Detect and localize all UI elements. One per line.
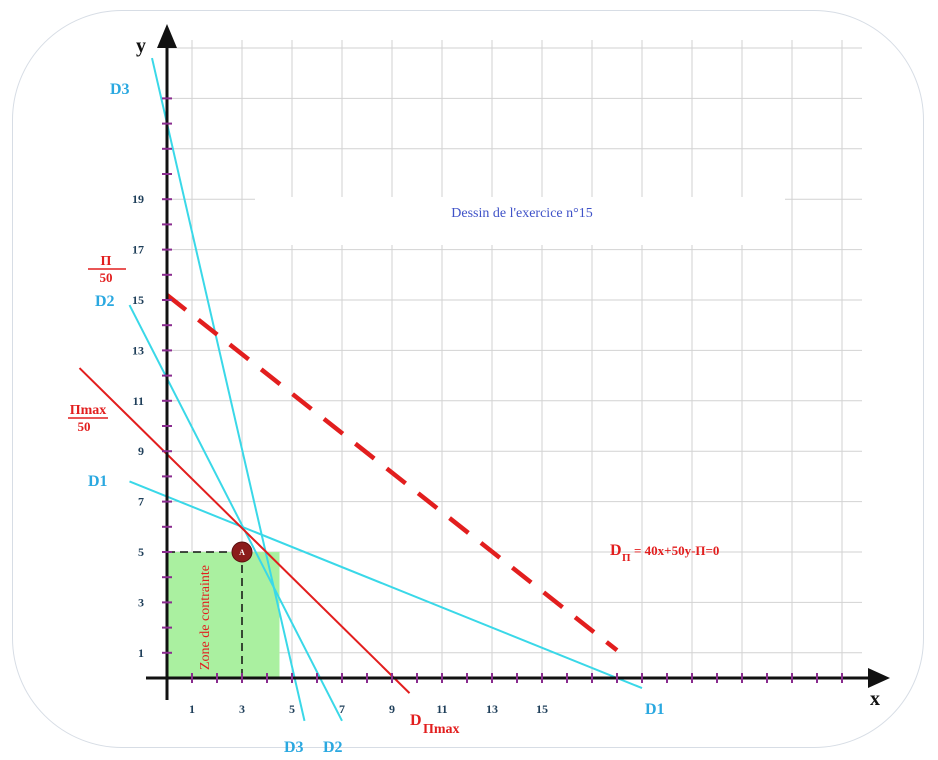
dpi-label-prefix: D	[610, 542, 622, 559]
y-axis-arrow	[157, 24, 177, 48]
pimax-over-50-denominator: 50	[78, 419, 91, 434]
line-label-d2: D2	[95, 293, 115, 310]
y-tick-label: 9	[138, 444, 144, 458]
constraint-zone-label: Zone de contrainte	[198, 565, 213, 670]
x-tick-label: 9	[389, 702, 395, 716]
pi-over-50-numerator: Π	[101, 254, 112, 269]
y-tick-label: 1	[138, 646, 144, 660]
dpi-equation: = 40x+50y-Π=0	[634, 543, 719, 558]
line-label-d3: D3	[110, 81, 130, 98]
dpimax-label-sub: Πmax	[423, 722, 460, 737]
x-tick-label: 11	[436, 702, 447, 716]
dpi-label-sub: Π	[622, 552, 631, 564]
line-d2	[128, 304, 343, 722]
chart-title: Dessin de l'exercice n°15	[451, 206, 592, 221]
y-tick-label: 17	[132, 243, 144, 257]
y-tick-label: 11	[133, 394, 144, 408]
point-a-label: A	[239, 548, 245, 557]
x-tick-label: 3	[239, 702, 245, 716]
x-tick-label: 13	[486, 702, 498, 716]
rounded-frame	[12, 10, 924, 748]
line-label-d3: D3	[284, 739, 304, 756]
x-tick-label: 5	[289, 702, 295, 716]
pimax-over-50-numerator: Πmax	[70, 403, 107, 418]
y-tick-label: 7	[138, 495, 144, 509]
x-axis-label: x	[870, 688, 880, 710]
line-label-d2: D2	[323, 739, 343, 756]
y-tick-label: 5	[138, 545, 144, 559]
line-label-d1: D1	[645, 701, 665, 718]
x-tick-label: 1	[189, 702, 195, 716]
y-tick-label: 15	[132, 293, 144, 307]
line-d1	[129, 480, 643, 690]
point-a: A	[231, 541, 253, 563]
x-axis-arrow	[868, 668, 890, 688]
lines	[78, 57, 643, 722]
point-a-marker	[231, 541, 253, 563]
y-tick-label: 19	[132, 192, 144, 206]
title-background	[255, 197, 785, 245]
y-tick-label: 13	[132, 343, 144, 357]
point-a-guides	[167, 551, 243, 678]
y-axis-label: y	[136, 35, 146, 57]
ticks	[162, 97, 843, 683]
constraint-zone	[167, 552, 280, 678]
y-tick-label: 3	[138, 595, 144, 609]
pi-over-50-denominator: 50	[100, 270, 113, 285]
line-d-	[165, 293, 619, 653]
line-label-d1: D1	[88, 473, 108, 490]
x-tick-label: 7	[339, 702, 345, 716]
line-d3	[151, 57, 306, 722]
x-tick-label: 15	[536, 702, 548, 716]
line-d-max	[78, 367, 411, 694]
dpimax-label-prefix: D	[410, 712, 422, 729]
